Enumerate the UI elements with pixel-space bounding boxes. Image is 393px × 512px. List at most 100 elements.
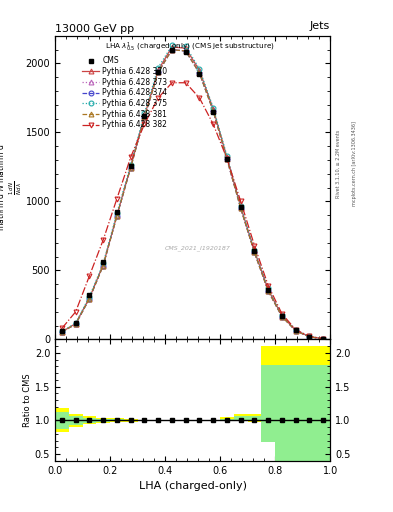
Text: Jets: Jets xyxy=(310,22,330,31)
Pythia 6.428 370 xyxy=(142,113,147,119)
Bar xyxy=(316,365,330,461)
Pythia 6.428 374 xyxy=(307,334,312,340)
Pythia 6.428 370 xyxy=(293,327,298,333)
Pythia 6.428 374 xyxy=(73,321,78,327)
Bar xyxy=(124,419,138,422)
Pythia 6.428 382 xyxy=(321,336,326,342)
Pythia 6.428 370 xyxy=(280,313,285,319)
Pythia 6.428 381 xyxy=(170,47,174,53)
Pythia 6.428 374 xyxy=(170,47,174,53)
Pythia 6.428 381 xyxy=(101,263,105,269)
Pythia 6.428 373 xyxy=(197,70,202,76)
Pythia 6.428 370 xyxy=(87,295,92,301)
Pythia 6.428 370 xyxy=(197,67,202,73)
Pythia 6.428 373 xyxy=(321,336,326,342)
CMS xyxy=(266,287,271,293)
Pythia 6.428 375 xyxy=(156,65,161,71)
Pythia 6.428 382 xyxy=(156,95,161,101)
Pythia 6.428 373 xyxy=(129,164,133,170)
Bar xyxy=(289,365,303,461)
Pythia 6.428 370 xyxy=(225,154,230,160)
Pythia 6.428 381 xyxy=(266,288,271,294)
CMS xyxy=(60,328,64,334)
Pythia 6.428 375 xyxy=(184,43,188,49)
Pythia 6.428 374 xyxy=(142,114,147,120)
Pythia 6.428 382 xyxy=(211,121,216,127)
Text: LHA $\lambda^{1}_{0.5}$ (charged only) (CMS jet substructure): LHA $\lambda^{1}_{0.5}$ (charged only) (… xyxy=(105,40,274,54)
Bar xyxy=(206,420,220,421)
Pythia 6.428 382 xyxy=(142,121,147,127)
Bar xyxy=(234,416,248,420)
Pythia 6.428 382 xyxy=(60,325,64,331)
Pythia 6.428 375 xyxy=(197,66,202,72)
Bar xyxy=(261,365,275,442)
CMS xyxy=(170,47,174,53)
Pythia 6.428 373 xyxy=(115,213,119,219)
CMS xyxy=(115,209,119,216)
Pythia 6.428 374 xyxy=(225,156,230,162)
Pythia 6.428 373 xyxy=(73,321,78,327)
CMS xyxy=(211,109,216,115)
Pythia 6.428 381 xyxy=(156,69,161,75)
Pythia 6.428 373 xyxy=(266,288,271,294)
Pythia 6.428 370 xyxy=(129,164,133,170)
Bar xyxy=(138,420,151,421)
Pythia 6.428 381 xyxy=(211,108,216,114)
Pythia 6.428 381 xyxy=(197,70,202,76)
Bar xyxy=(83,418,96,423)
Pythia 6.428 382 xyxy=(239,198,243,204)
Pythia 6.428 370 xyxy=(239,204,243,210)
Bar xyxy=(69,416,83,425)
Pythia 6.428 373 xyxy=(60,329,64,335)
Pythia 6.428 375 xyxy=(280,312,285,318)
Bar xyxy=(83,416,96,424)
CMS xyxy=(252,248,257,254)
Pythia 6.428 370 xyxy=(101,262,105,268)
CMS xyxy=(321,336,326,342)
Pythia 6.428 374 xyxy=(239,205,243,211)
Line: Pythia 6.428 382: Pythia 6.428 382 xyxy=(59,80,326,341)
Pythia 6.428 381 xyxy=(293,328,298,334)
Pythia 6.428 375 xyxy=(321,336,326,342)
Bar xyxy=(165,420,179,421)
Pythia 6.428 381 xyxy=(142,114,147,120)
Bar xyxy=(110,418,124,422)
Bar xyxy=(193,420,206,421)
Pythia 6.428 375 xyxy=(307,333,312,339)
Bar xyxy=(248,414,261,422)
Pythia 6.428 374 xyxy=(197,70,202,76)
Pythia 6.428 374 xyxy=(280,313,285,319)
Pythia 6.428 382 xyxy=(307,333,312,339)
Pythia 6.428 375 xyxy=(115,210,119,216)
Pythia 6.428 375 xyxy=(170,42,174,49)
Pythia 6.428 374 xyxy=(156,69,161,75)
Pythia 6.428 375 xyxy=(239,202,243,208)
Pythia 6.428 373 xyxy=(101,263,105,269)
Pythia 6.428 370 xyxy=(266,287,271,293)
Bar xyxy=(179,420,193,421)
Pythia 6.428 381 xyxy=(73,321,78,327)
Pythia 6.428 381 xyxy=(225,156,230,162)
CMS xyxy=(73,320,78,326)
Bar xyxy=(151,420,165,421)
Pythia 6.428 373 xyxy=(252,249,257,255)
Text: mcplots.cern.ch [arXiv:1306.3436]: mcplots.cern.ch [arXiv:1306.3436] xyxy=(352,121,357,206)
CMS xyxy=(280,313,285,319)
Bar xyxy=(248,416,261,421)
CMS xyxy=(307,333,312,339)
Pythia 6.428 374 xyxy=(87,295,92,302)
X-axis label: LHA (charged-only): LHA (charged-only) xyxy=(139,481,246,491)
Pythia 6.428 382 xyxy=(87,273,92,279)
Pythia 6.428 373 xyxy=(211,108,216,114)
CMS xyxy=(239,204,243,210)
Pythia 6.428 373 xyxy=(170,47,174,53)
Pythia 6.428 373 xyxy=(225,156,230,162)
CMS xyxy=(142,113,147,119)
Pythia 6.428 370 xyxy=(73,321,78,327)
Pythia 6.428 382 xyxy=(266,283,271,289)
CMS xyxy=(293,327,298,333)
Pythia 6.428 370 xyxy=(156,67,161,73)
Pythia 6.428 381 xyxy=(60,329,64,335)
Line: CMS: CMS xyxy=(59,47,326,341)
Pythia 6.428 374 xyxy=(321,336,326,342)
